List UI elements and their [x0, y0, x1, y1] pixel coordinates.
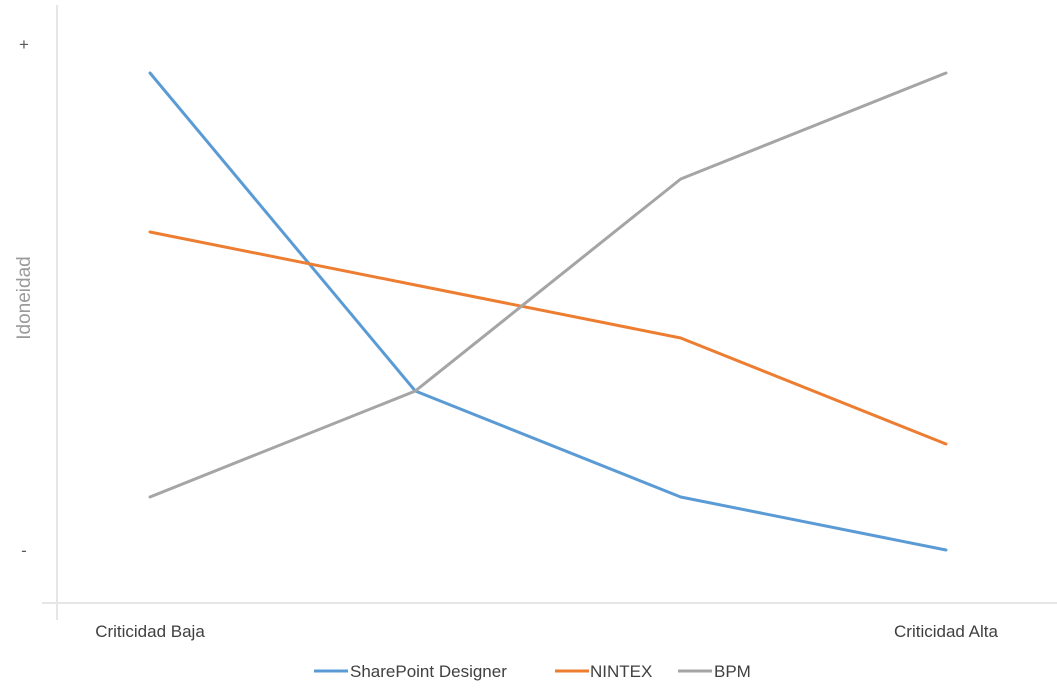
series-layer: [148, 71, 948, 552]
x-category-label-alta: Criticidad Alta: [894, 622, 998, 641]
y-axis-title: Idoneidad: [14, 256, 35, 339]
legend-label-bpm: BPM: [714, 662, 751, 681]
legend-label-nintex: NINTEX: [590, 662, 652, 681]
series-line-sharepoint-designer: [148, 71, 948, 552]
y-tick-label-plus: +: [19, 35, 29, 54]
x-category-label-baja: Criticidad Baja: [95, 622, 205, 641]
legend: SharePoint Designer NINTEX BPM: [314, 662, 751, 681]
y-tick-label-minus: -: [21, 541, 27, 560]
series-line-nintex: [148, 230, 948, 446]
series-line-bpm: [148, 71, 948, 499]
legend-label-sharepoint-designer: SharePoint Designer: [350, 662, 507, 681]
